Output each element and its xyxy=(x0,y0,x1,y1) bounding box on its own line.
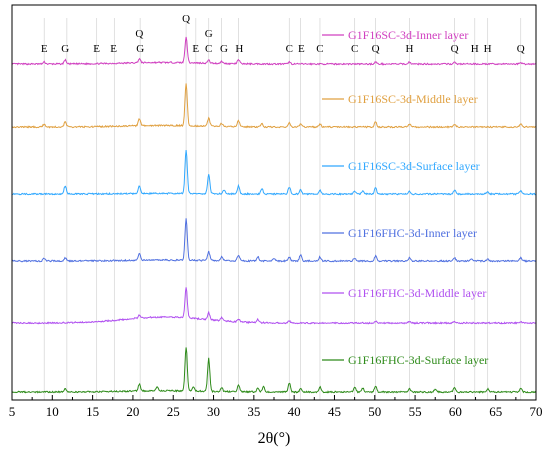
peak-label: Q xyxy=(372,43,380,55)
x-tick-label: 35 xyxy=(247,404,260,419)
peak-label: Q xyxy=(451,43,459,55)
peak-label: G xyxy=(205,28,213,40)
legend-entry: G1F16FHC-3d-Middle layer xyxy=(348,286,486,300)
legend-entry: G1F16SC-3d-Surface layer xyxy=(348,159,480,173)
x-axis: 5 10 15 20 25 30 35 40 45 50 55 60 65 70 xyxy=(9,395,543,419)
series-line xyxy=(11,347,537,394)
series-line xyxy=(11,287,536,325)
peak-label: H xyxy=(484,43,492,55)
legend-entry: G1F16SC-3d-Middle layer xyxy=(348,92,478,106)
series-line xyxy=(11,83,536,129)
peak-label: E xyxy=(192,43,199,55)
x-tick-label: 40 xyxy=(288,404,301,419)
peak-label: H xyxy=(471,43,479,55)
x-axis-title: 2θ(°) xyxy=(258,430,291,447)
peak-label: E xyxy=(41,43,48,55)
x-tick-label: 10 xyxy=(46,404,59,419)
x-tick-label: 5 xyxy=(9,404,16,419)
peak-label: Q xyxy=(182,13,190,25)
x-tick-label: 30 xyxy=(207,404,220,419)
series-line xyxy=(11,36,536,66)
x-tick-label: 55 xyxy=(409,404,422,419)
peak-label: E xyxy=(298,43,305,55)
peak-label: G xyxy=(220,43,228,55)
vertical-guide-lines xyxy=(43,18,522,400)
x-tick-label: 60 xyxy=(449,404,462,419)
x-tick-label: 45 xyxy=(328,404,341,419)
legend-entry: G1F16FHC-3d-Inner layer xyxy=(348,226,477,240)
peak-label: C xyxy=(286,43,293,55)
peak-label: H xyxy=(235,43,243,55)
x-tick-label: 15 xyxy=(86,404,99,419)
peak-label: C xyxy=(316,43,323,55)
peak-label: Q xyxy=(517,43,525,55)
legend-entry: G1F16FHC-3d-Surface layer xyxy=(348,353,488,367)
x-tick-label: 50 xyxy=(368,404,381,419)
series-line xyxy=(11,149,536,196)
series-line xyxy=(11,218,537,263)
peak-label: Q xyxy=(135,28,143,40)
x-tick-label: 70 xyxy=(530,404,543,419)
series-legend: G1F16SC-3d-Inner layer G1F16SC-3d-Middle … xyxy=(322,28,488,367)
peak-label: G xyxy=(136,43,144,55)
x-tick-label: 65 xyxy=(489,404,502,419)
legend-entry: G1F16SC-3d-Inner layer xyxy=(348,28,468,42)
peak-label: H xyxy=(405,43,413,55)
peak-label: C xyxy=(205,43,212,55)
series-traces xyxy=(11,36,537,394)
peak-label: E xyxy=(110,43,117,55)
peak-label: G xyxy=(61,43,69,55)
x-tick-label: 25 xyxy=(167,404,180,419)
peak-label: E xyxy=(93,43,100,55)
peak-label: C xyxy=(351,43,358,55)
x-tick-label: 20 xyxy=(126,404,139,419)
